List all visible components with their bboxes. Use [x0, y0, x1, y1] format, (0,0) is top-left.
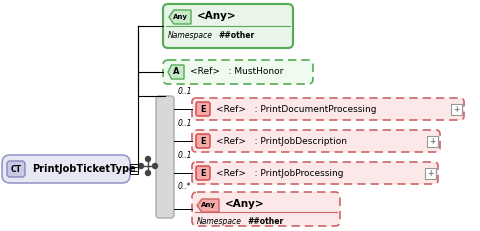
Polygon shape — [168, 10, 191, 24]
Text: +: + — [426, 168, 433, 177]
Bar — [426, 136, 437, 146]
Text: 0..1: 0..1 — [178, 151, 192, 160]
Text: <Ref>   : PrintDocumentProcessing: <Ref> : PrintDocumentProcessing — [216, 104, 376, 113]
Text: 0..1: 0..1 — [178, 87, 192, 96]
Text: <Ref>   : PrintJobDescription: <Ref> : PrintJobDescription — [216, 137, 346, 146]
Bar — [450, 103, 461, 115]
Circle shape — [145, 156, 150, 161]
Text: +: + — [429, 137, 435, 146]
Text: <Ref>   : MustHonor: <Ref> : MustHonor — [190, 67, 283, 76]
Text: <Any>: <Any> — [197, 11, 236, 21]
Text: PrintJobTicketType: PrintJobTicketType — [32, 164, 135, 174]
Bar — [424, 167, 435, 179]
FancyBboxPatch shape — [195, 134, 210, 148]
Text: ##other: ##other — [247, 216, 283, 225]
Bar — [130, 164, 138, 174]
Text: 0..*: 0..* — [178, 182, 191, 191]
Text: A: A — [173, 67, 179, 76]
Circle shape — [152, 164, 157, 168]
FancyBboxPatch shape — [163, 60, 312, 84]
Text: E: E — [200, 104, 205, 113]
Circle shape — [145, 170, 150, 176]
FancyBboxPatch shape — [156, 96, 174, 218]
FancyBboxPatch shape — [195, 102, 210, 116]
Text: +: + — [452, 104, 459, 113]
Text: <Any>: <Any> — [225, 199, 264, 209]
FancyBboxPatch shape — [192, 130, 439, 152]
Text: <Ref>   : PrintJobProcessing: <Ref> : PrintJobProcessing — [216, 168, 343, 177]
Text: E: E — [200, 168, 205, 177]
Text: Any: Any — [201, 203, 216, 209]
Circle shape — [138, 164, 143, 168]
FancyBboxPatch shape — [7, 161, 25, 177]
FancyBboxPatch shape — [2, 155, 130, 183]
Text: Any: Any — [173, 14, 188, 20]
FancyBboxPatch shape — [192, 98, 463, 120]
Polygon shape — [168, 65, 184, 79]
Text: E: E — [200, 137, 205, 146]
FancyBboxPatch shape — [192, 192, 339, 226]
FancyBboxPatch shape — [163, 4, 292, 48]
FancyBboxPatch shape — [192, 162, 437, 184]
Polygon shape — [197, 199, 218, 212]
FancyBboxPatch shape — [195, 166, 210, 180]
Text: ##other: ##other — [217, 31, 254, 40]
Text: Namespace: Namespace — [197, 216, 241, 225]
Text: Namespace: Namespace — [168, 31, 213, 40]
Text: 0..1: 0..1 — [178, 119, 192, 128]
Text: CT: CT — [11, 164, 22, 173]
